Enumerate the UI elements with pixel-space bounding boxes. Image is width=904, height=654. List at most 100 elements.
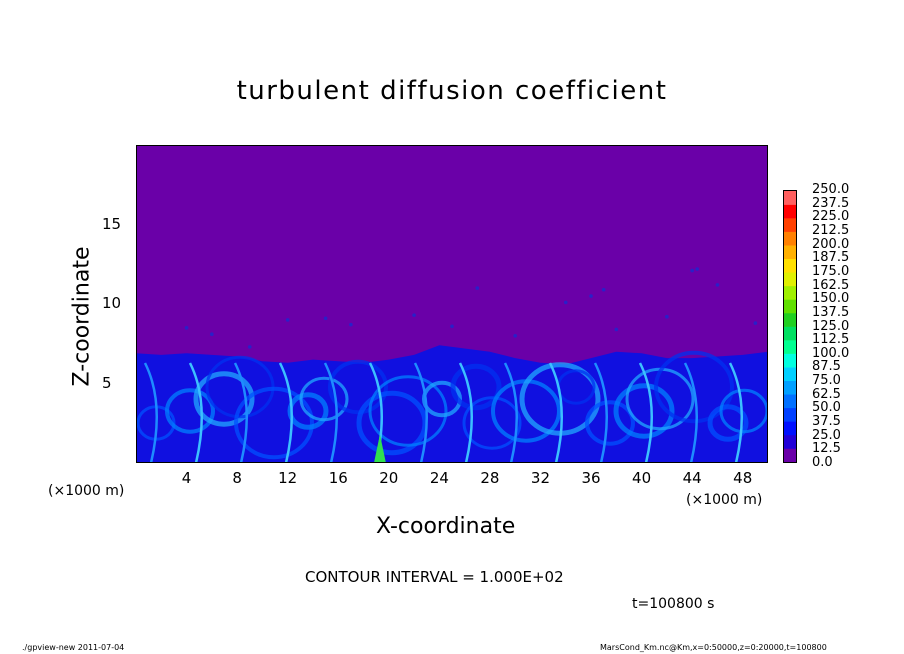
peak-value-plume [373, 434, 386, 463]
colorbar-level-label: 250.0 [812, 182, 850, 197]
time-label: t=100800 s [632, 596, 715, 612]
x-tick-label: 44 [682, 469, 702, 487]
eddy-streak [368, 375, 448, 447]
colorbar-level-label: 150.0 [812, 291, 850, 307]
colorbar-band [784, 353, 796, 368]
eddy-streak [638, 362, 653, 463]
eddy-streak [193, 371, 255, 427]
eddy-streak [462, 396, 522, 450]
blob [753, 321, 758, 325]
plot-frame [136, 145, 768, 463]
scattered-blobs [184, 267, 758, 349]
colorbar-level-label: 25.0 [812, 427, 841, 443]
colorbar-band [784, 299, 796, 314]
y-tick-label: 5 [102, 373, 112, 392]
y-axis-label: Z-coordinate [69, 246, 95, 387]
blob [715, 283, 720, 287]
eddy-streak [593, 362, 608, 463]
heatmap-plot-area [136, 145, 768, 463]
eddy-streak [233, 362, 248, 463]
chart-title: turbulent diffusion coefficient [236, 76, 668, 106]
x-tick-label: 48 [733, 469, 753, 487]
eddy-streak [299, 376, 349, 422]
colorbar-level-label: 75.0 [812, 373, 841, 389]
x-tick-label: 24 [429, 469, 449, 487]
colorbar-level-label: 50.0 [812, 400, 841, 416]
x-tick-label: 36 [581, 469, 601, 487]
blob [614, 327, 619, 332]
eddy-streak [165, 388, 215, 434]
eddy-streak [328, 359, 388, 415]
colorbar-level-label: 125.0 [812, 318, 850, 334]
colorbar-band [784, 394, 796, 409]
eddy-streak [323, 362, 338, 463]
x-tick-label: 40 [632, 469, 652, 487]
eddy-streak [585, 400, 635, 446]
colorbar-level-label: 100.0 [812, 345, 850, 361]
colorbar-level-label: 112.5 [812, 332, 850, 348]
boundary-layer [136, 345, 768, 463]
blob [450, 324, 454, 329]
eddy-streak [450, 363, 502, 411]
eddy-streak [356, 390, 428, 456]
eddy-streak [287, 392, 329, 430]
blob [412, 313, 416, 317]
blob [323, 316, 328, 321]
y-tick-label: 10 [102, 294, 122, 312]
colorbar-band [784, 204, 796, 219]
eddy-streak [613, 383, 675, 439]
colorbar-band [784, 245, 796, 260]
colorbar-level-label: 137.5 [812, 304, 850, 320]
blob [475, 286, 480, 290]
colorbar-band [784, 340, 796, 354]
blob [695, 267, 700, 271]
eddy-streak [143, 362, 158, 463]
eddy-streak [707, 404, 749, 442]
colorbar-band [784, 434, 796, 449]
x-tick-label: 32 [530, 469, 551, 487]
x-tick-label: 4 [181, 469, 192, 487]
colorbar [783, 190, 797, 463]
x-tick-label: 28 [480, 469, 500, 487]
blob [513, 334, 517, 338]
colorbar-level-label: 87.5 [812, 359, 841, 375]
eddy-streak [548, 362, 563, 463]
blob [665, 314, 669, 319]
colorbar-level-label: 187.5 [812, 250, 850, 266]
colorbar-band [784, 191, 796, 205]
x-unit-label-right: (×1000 m) [686, 492, 763, 508]
x-unit-label-left: (×1000 m) [48, 483, 125, 499]
colorbar-level-label: 162.5 [812, 277, 850, 293]
colorbar-level-label: 12.5 [812, 441, 841, 457]
colorbar-level-label: 37.5 [812, 414, 841, 430]
eddy-streak [458, 362, 473, 463]
eddy-streak [728, 362, 743, 463]
colorbar-band [784, 258, 796, 273]
blob [563, 300, 568, 305]
colorbar-level-label: 225.0 [812, 209, 850, 225]
blob [247, 345, 252, 349]
colorbar-level-label: 62.5 [812, 386, 841, 402]
footer-left-text: ./gpview-new 2011-07-04 [22, 643, 125, 652]
colorbar-level-label: 200.0 [812, 236, 850, 252]
contour-interval-label: CONTOUR INTERVAL = 1.000E+02 [305, 568, 564, 586]
colorbar-level-label: 175.0 [812, 263, 850, 279]
colorbar-band [784, 312, 796, 327]
eddy-streaks [136, 350, 768, 463]
colorbar-band [784, 380, 796, 395]
colorbar-band [784, 218, 796, 232]
footer-right-text: MarsCond_Km.nc@Km,x=0:50000,z=0:20000,t=… [600, 643, 827, 652]
colorbar-level-label: 237.5 [812, 195, 850, 211]
eddy-streak [654, 350, 734, 424]
blob [285, 318, 290, 322]
blob [184, 326, 189, 330]
colorbar-level-label: 212.5 [812, 222, 850, 238]
colorbar-band [784, 421, 796, 436]
eddy-streak [188, 362, 203, 463]
eddy-streak [234, 386, 314, 460]
eddy-streak [413, 362, 428, 463]
colorbar-level-label: 0.0 [812, 455, 833, 470]
x-tick-label: 8 [232, 469, 242, 487]
colorbar-band [784, 326, 796, 341]
blob [690, 268, 694, 273]
